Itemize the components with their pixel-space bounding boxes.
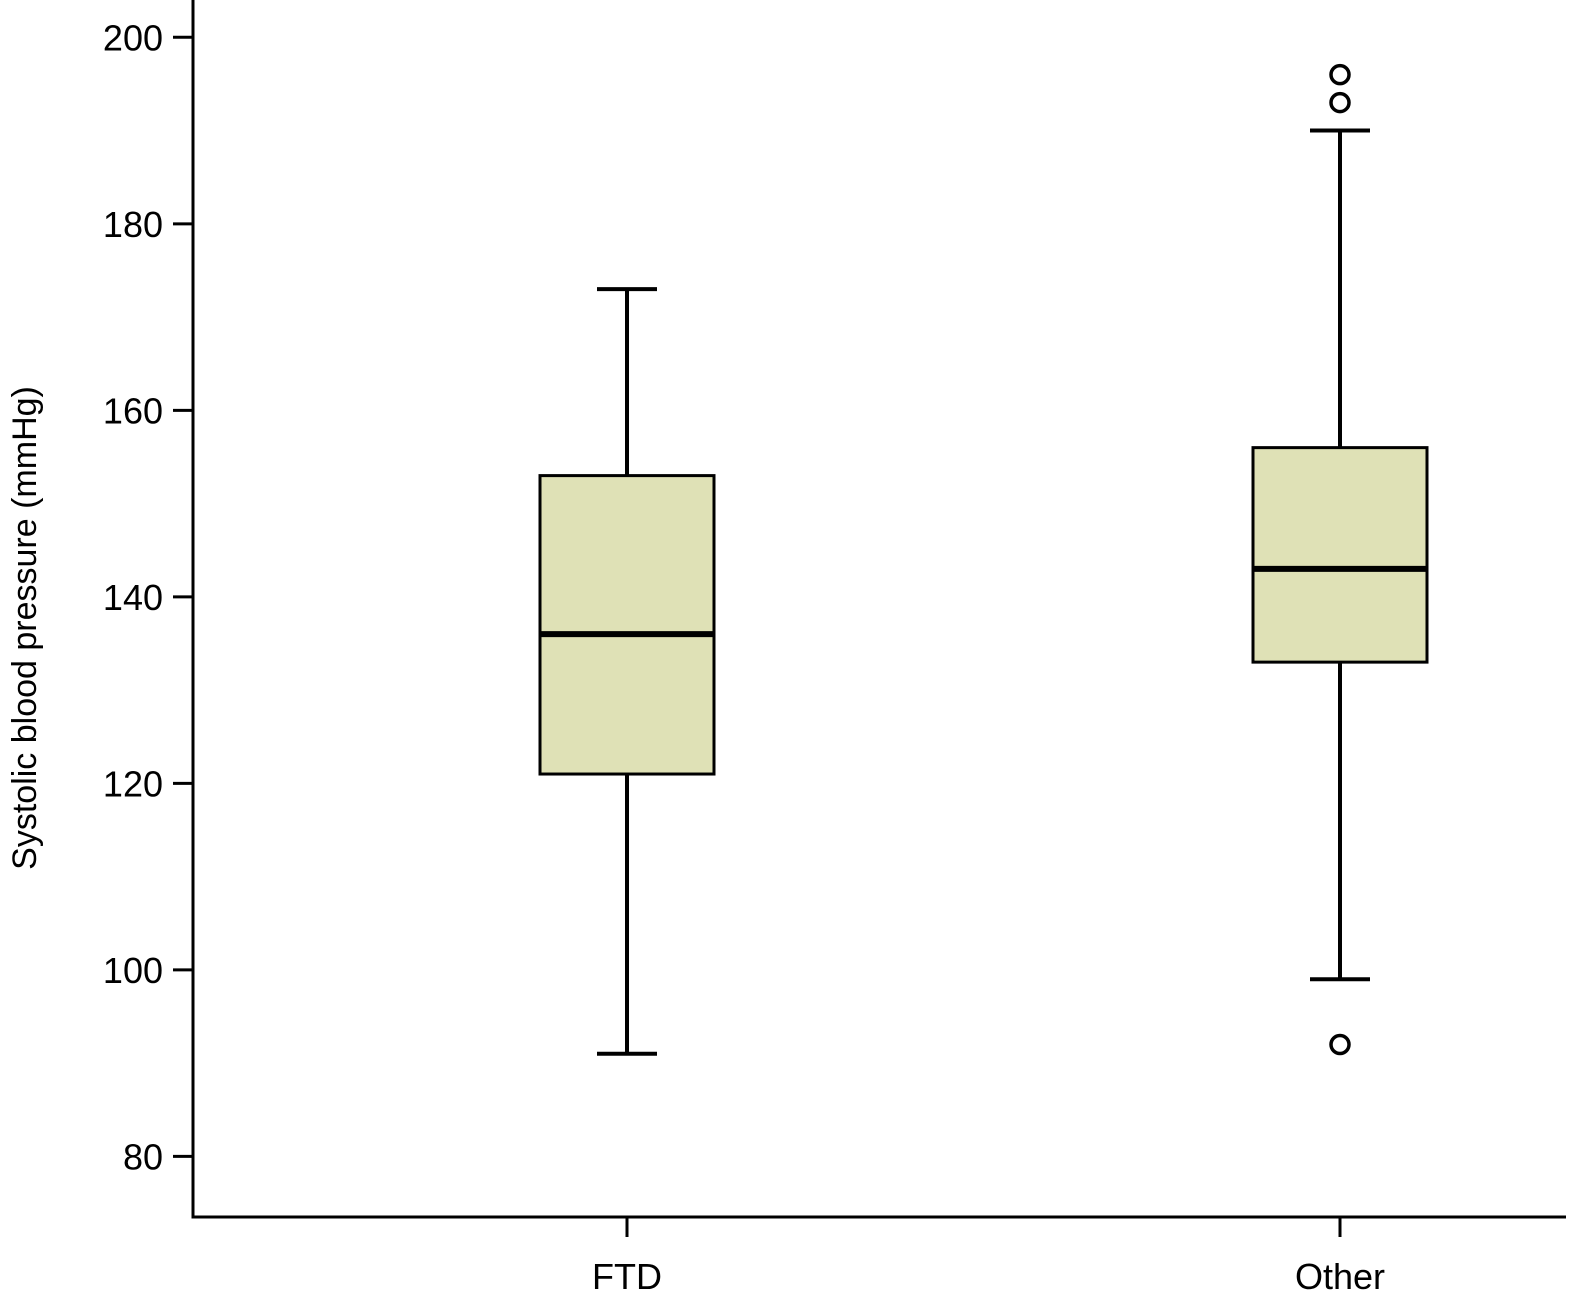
y-tick-label: 160 bbox=[103, 390, 163, 431]
y-tick-label: 140 bbox=[103, 577, 163, 618]
x-tick-label: FTD bbox=[592, 1256, 662, 1297]
y-axis: 80 100 120 140 160 180 200 bbox=[103, 0, 195, 1217]
x-axis: FTD Other bbox=[191, 1215, 1566, 1297]
iqr-box bbox=[1251, 446, 1429, 664]
x-tick-label: Other bbox=[1295, 1256, 1385, 1297]
box-other bbox=[1251, 63, 1429, 1056]
box-series bbox=[538, 63, 1429, 1056]
outlier-point bbox=[1329, 91, 1351, 114]
y-tick-label: 180 bbox=[103, 204, 163, 245]
y-tick-label: 200 bbox=[103, 17, 163, 58]
y-tick-label: 100 bbox=[103, 950, 163, 991]
y-tick-label: 80 bbox=[123, 1136, 163, 1177]
box-ftd bbox=[538, 287, 716, 1056]
outlier-point bbox=[1329, 63, 1351, 86]
y-tick-label: 120 bbox=[103, 763, 163, 804]
outlier-point bbox=[1329, 1033, 1351, 1056]
iqr-box bbox=[538, 474, 716, 776]
y-axis-title: Systolic blood pressure (mmHg) bbox=[6, 386, 44, 870]
